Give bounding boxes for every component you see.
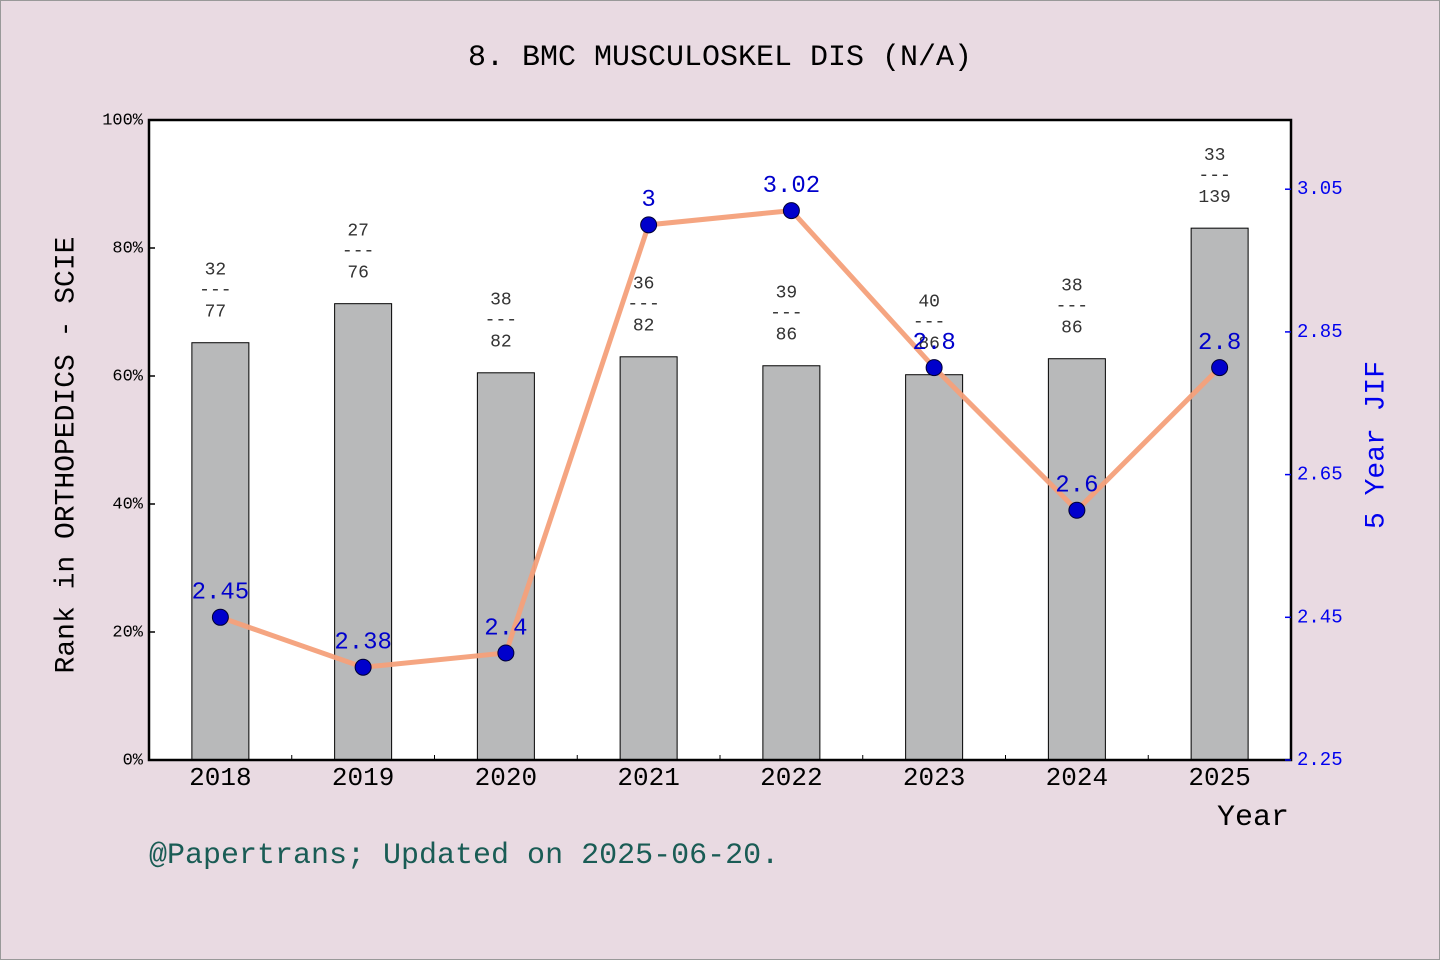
y2-axis-label: 5 Year JIF (1361, 361, 1392, 529)
bar-total-label: 86 (1061, 318, 1083, 338)
bar-total-label: 86 (918, 334, 940, 354)
bar (1190, 227, 1249, 761)
bar-separator: --- (1056, 296, 1088, 316)
line-point (211, 608, 229, 626)
line-point (1211, 359, 1229, 377)
bar-separator: --- (199, 280, 231, 300)
y-tick-label: 0% (123, 751, 144, 770)
y-tick-label: 20% (112, 623, 143, 642)
y-tick-label: 100% (102, 111, 144, 130)
bar-total-label: 139 (1198, 188, 1230, 208)
bar-separator: --- (1198, 166, 1230, 186)
y-tick-label: 80% (112, 239, 143, 258)
bar-total-label: 76 (347, 263, 369, 283)
bar-separator: --- (770, 304, 802, 324)
bar (334, 303, 393, 761)
bar-rank-label: 36 (633, 275, 655, 295)
x-tick-label: 2023 (903, 763, 965, 793)
bar-rank-label: 38 (490, 291, 512, 311)
line-point (782, 202, 800, 220)
bar (619, 356, 678, 761)
y2-tick-label: 2.65 (1297, 464, 1343, 486)
value-label: 3 (641, 187, 655, 214)
line-point (640, 216, 658, 234)
value-label: 2.45 (192, 580, 250, 607)
bar-total-label: 82 (633, 317, 655, 337)
bar (1047, 358, 1106, 761)
bar-separator: --- (485, 311, 517, 331)
x-tick-label: 2022 (760, 763, 822, 793)
value-label: 2.6 (1055, 473, 1098, 500)
bar-separator: --- (913, 312, 945, 332)
x-tick-label: 2021 (617, 763, 679, 793)
value-label: 2.8 (1198, 330, 1241, 357)
value-label: 3.02 (763, 173, 821, 200)
bar (762, 365, 821, 761)
x-tick-label: 2019 (332, 763, 394, 793)
chart-title: 8. BMC MUSCULOSKEL DIS (N/A) (468, 41, 972, 75)
value-label: 2.4 (484, 615, 527, 642)
line-point (354, 658, 372, 676)
y2-tick-label: 2.85 (1297, 321, 1343, 343)
x-tick-label: 2020 (475, 763, 537, 793)
y-axis-label: Rank in ORTHOPEDICS - SCIE (51, 237, 82, 674)
line-point (1068, 501, 1086, 519)
bar (905, 374, 964, 761)
y-tick-label: 40% (112, 495, 143, 514)
bar (191, 342, 250, 761)
bar-rank-label: 32 (205, 260, 227, 280)
line-point (497, 644, 515, 662)
x-tick-label: 2025 (1188, 763, 1250, 793)
footer: @Papertrans; Updated on 2025-06-20. (149, 839, 779, 873)
bar-rank-label: 38 (1061, 276, 1083, 296)
y2-tick-label: 2.25 (1297, 749, 1343, 771)
value-label: 2.8 (913, 330, 956, 357)
bar-total-label: 77 (205, 302, 227, 322)
x-tick-label: 2018 (189, 763, 251, 793)
bar (476, 372, 535, 761)
bar-separator: --- (627, 295, 659, 315)
line-point (925, 359, 943, 377)
bar-rank-label: 27 (347, 221, 369, 241)
x-axis-label: Year (1217, 801, 1289, 835)
x-tick-label: 2024 (1046, 763, 1108, 793)
bar-rank-label: 39 (776, 284, 798, 304)
bar-separator: --- (342, 241, 374, 261)
line (219, 208, 1222, 670)
bar-rank-label: 40 (918, 292, 940, 312)
bar-total-label: 82 (490, 333, 512, 353)
y2-tick-label: 3.05 (1297, 178, 1343, 200)
bar-total-label: 86 (776, 326, 798, 346)
bar-rank-label: 33 (1204, 146, 1226, 166)
plot: 32---7727---7638---8236---8239---8640---… (191, 146, 1249, 761)
value-label: 2.38 (334, 630, 392, 657)
y2-tick-label: 2.45 (1297, 606, 1343, 628)
y-tick-label: 60% (112, 367, 143, 386)
